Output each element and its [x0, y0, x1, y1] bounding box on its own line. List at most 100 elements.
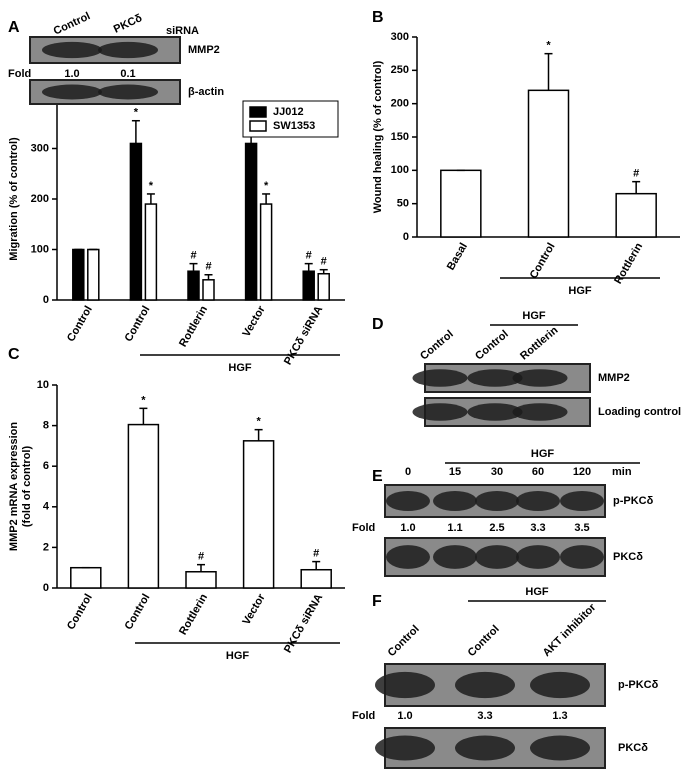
blot-band — [412, 403, 468, 421]
significance-mark: # — [321, 256, 327, 268]
x-tick-label: Control — [528, 241, 558, 281]
blot-band — [455, 671, 515, 699]
fold-label: Fold — [8, 68, 31, 80]
x-tick-label: Control — [65, 592, 95, 632]
band-label: MMP2 — [598, 372, 630, 384]
blot-band — [560, 491, 604, 511]
fold-value: 0.1 — [120, 68, 135, 80]
blot-band — [433, 545, 477, 569]
blot-band — [375, 671, 435, 699]
blot-band — [530, 671, 590, 699]
y-tick-label: 300 — [391, 31, 409, 43]
bar — [242, 440, 275, 589]
y-tick-label: 200 — [31, 193, 49, 205]
y-tick-label: 8 — [43, 420, 49, 432]
blot-band — [98, 84, 158, 100]
x-tick-label: PKCδ siRNA — [282, 304, 325, 367]
significance-mark: # — [205, 261, 211, 273]
lane-label: 15 — [449, 466, 461, 478]
x-tick-label: Rottlerin — [612, 241, 645, 286]
x-tick-label: Vector — [241, 303, 269, 339]
bar — [87, 248, 100, 301]
lane-label: Control — [418, 328, 456, 362]
y-axis-label: (fold of control) — [21, 446, 33, 528]
significance-mark: # — [306, 250, 312, 262]
lane-label: Control — [473, 328, 511, 362]
lane-label: Control — [466, 623, 502, 659]
legend-label: JJ012 — [273, 106, 304, 118]
fold-value: 1.0 — [64, 68, 79, 80]
fold-value: 3.3 — [530, 522, 545, 534]
significance-mark: * — [141, 394, 146, 406]
x-tick-label: Rottlerin — [177, 304, 210, 349]
band-label: PKCδ — [613, 551, 643, 563]
panel-letter: F — [372, 593, 382, 610]
fold-value: 1.0 — [397, 710, 412, 722]
panel-letter: A — [8, 19, 20, 36]
fold-value: 1.1 — [447, 522, 462, 534]
significance-mark: # — [633, 168, 639, 180]
y-tick-label: 100 — [391, 164, 409, 176]
panel-letter: D — [372, 316, 384, 333]
band-label: Loading control — [598, 406, 681, 418]
group-label: HGF — [228, 362, 252, 374]
lane-label: 60 — [532, 466, 544, 478]
blot-band — [386, 491, 430, 511]
significance-mark: * — [264, 180, 269, 192]
fold-value: 3.3 — [477, 710, 492, 722]
blot-band — [42, 84, 102, 100]
blot-band — [433, 491, 477, 511]
blot-band — [467, 403, 523, 421]
blot-band — [475, 491, 519, 511]
significance-mark: # — [198, 551, 204, 563]
x-tick-label: PKCδ siRNA — [282, 592, 325, 655]
bar — [127, 423, 160, 589]
y-tick-label: 300 — [31, 142, 49, 154]
x-tick-label: Rottlerin — [177, 592, 210, 637]
fold-value: 3.5 — [574, 522, 589, 534]
blot-band — [512, 369, 568, 387]
y-axis-label: MMP2 mRNA expression — [8, 422, 20, 551]
bar — [144, 203, 158, 301]
significance-mark: * — [134, 107, 139, 119]
lane-label: Rottlerin — [518, 324, 561, 362]
band-label: PKCδ — [618, 742, 648, 754]
bar — [187, 270, 200, 301]
significance-mark: # — [313, 548, 319, 560]
y-tick-label: 2 — [43, 541, 49, 553]
significance-mark: * — [149, 180, 154, 192]
y-tick-label: 0 — [43, 294, 49, 306]
bar — [300, 568, 332, 589]
blot-band — [560, 545, 604, 569]
bar — [72, 248, 85, 301]
bar — [317, 272, 330, 301]
y-axis-label: Migration (% of control) — [8, 137, 20, 261]
y-tick-label: 50 — [397, 198, 409, 210]
bar — [185, 571, 217, 589]
x-tick-label: Basal — [445, 241, 470, 272]
blot-band — [516, 545, 560, 569]
x-tick-label: Control — [123, 304, 153, 344]
lane-label-suffix: siRNA — [166, 25, 199, 37]
lane-label: PKCδ — [112, 12, 144, 36]
y-tick-label: 150 — [391, 131, 409, 143]
blot-band — [386, 545, 430, 569]
panel-letter: B — [372, 9, 384, 26]
bar — [70, 566, 102, 589]
bar — [202, 279, 215, 301]
unit-label: min — [612, 466, 632, 478]
lane-label: Control — [52, 10, 93, 37]
blot-band — [412, 369, 468, 387]
panel-letter: E — [372, 468, 383, 485]
bar — [129, 142, 143, 301]
lane-label: AKT inhibitor — [541, 601, 599, 659]
y-axis-label: Wound healing (% of control) — [372, 60, 384, 213]
x-tick-label: Control — [123, 592, 153, 632]
y-tick-label: 100 — [31, 243, 49, 255]
group-label: HGF — [568, 285, 592, 297]
band-label: β-actin — [188, 86, 224, 98]
blot-band — [516, 491, 560, 511]
bar — [440, 169, 482, 238]
fold-value: 1.3 — [552, 710, 567, 722]
bar — [615, 192, 657, 238]
